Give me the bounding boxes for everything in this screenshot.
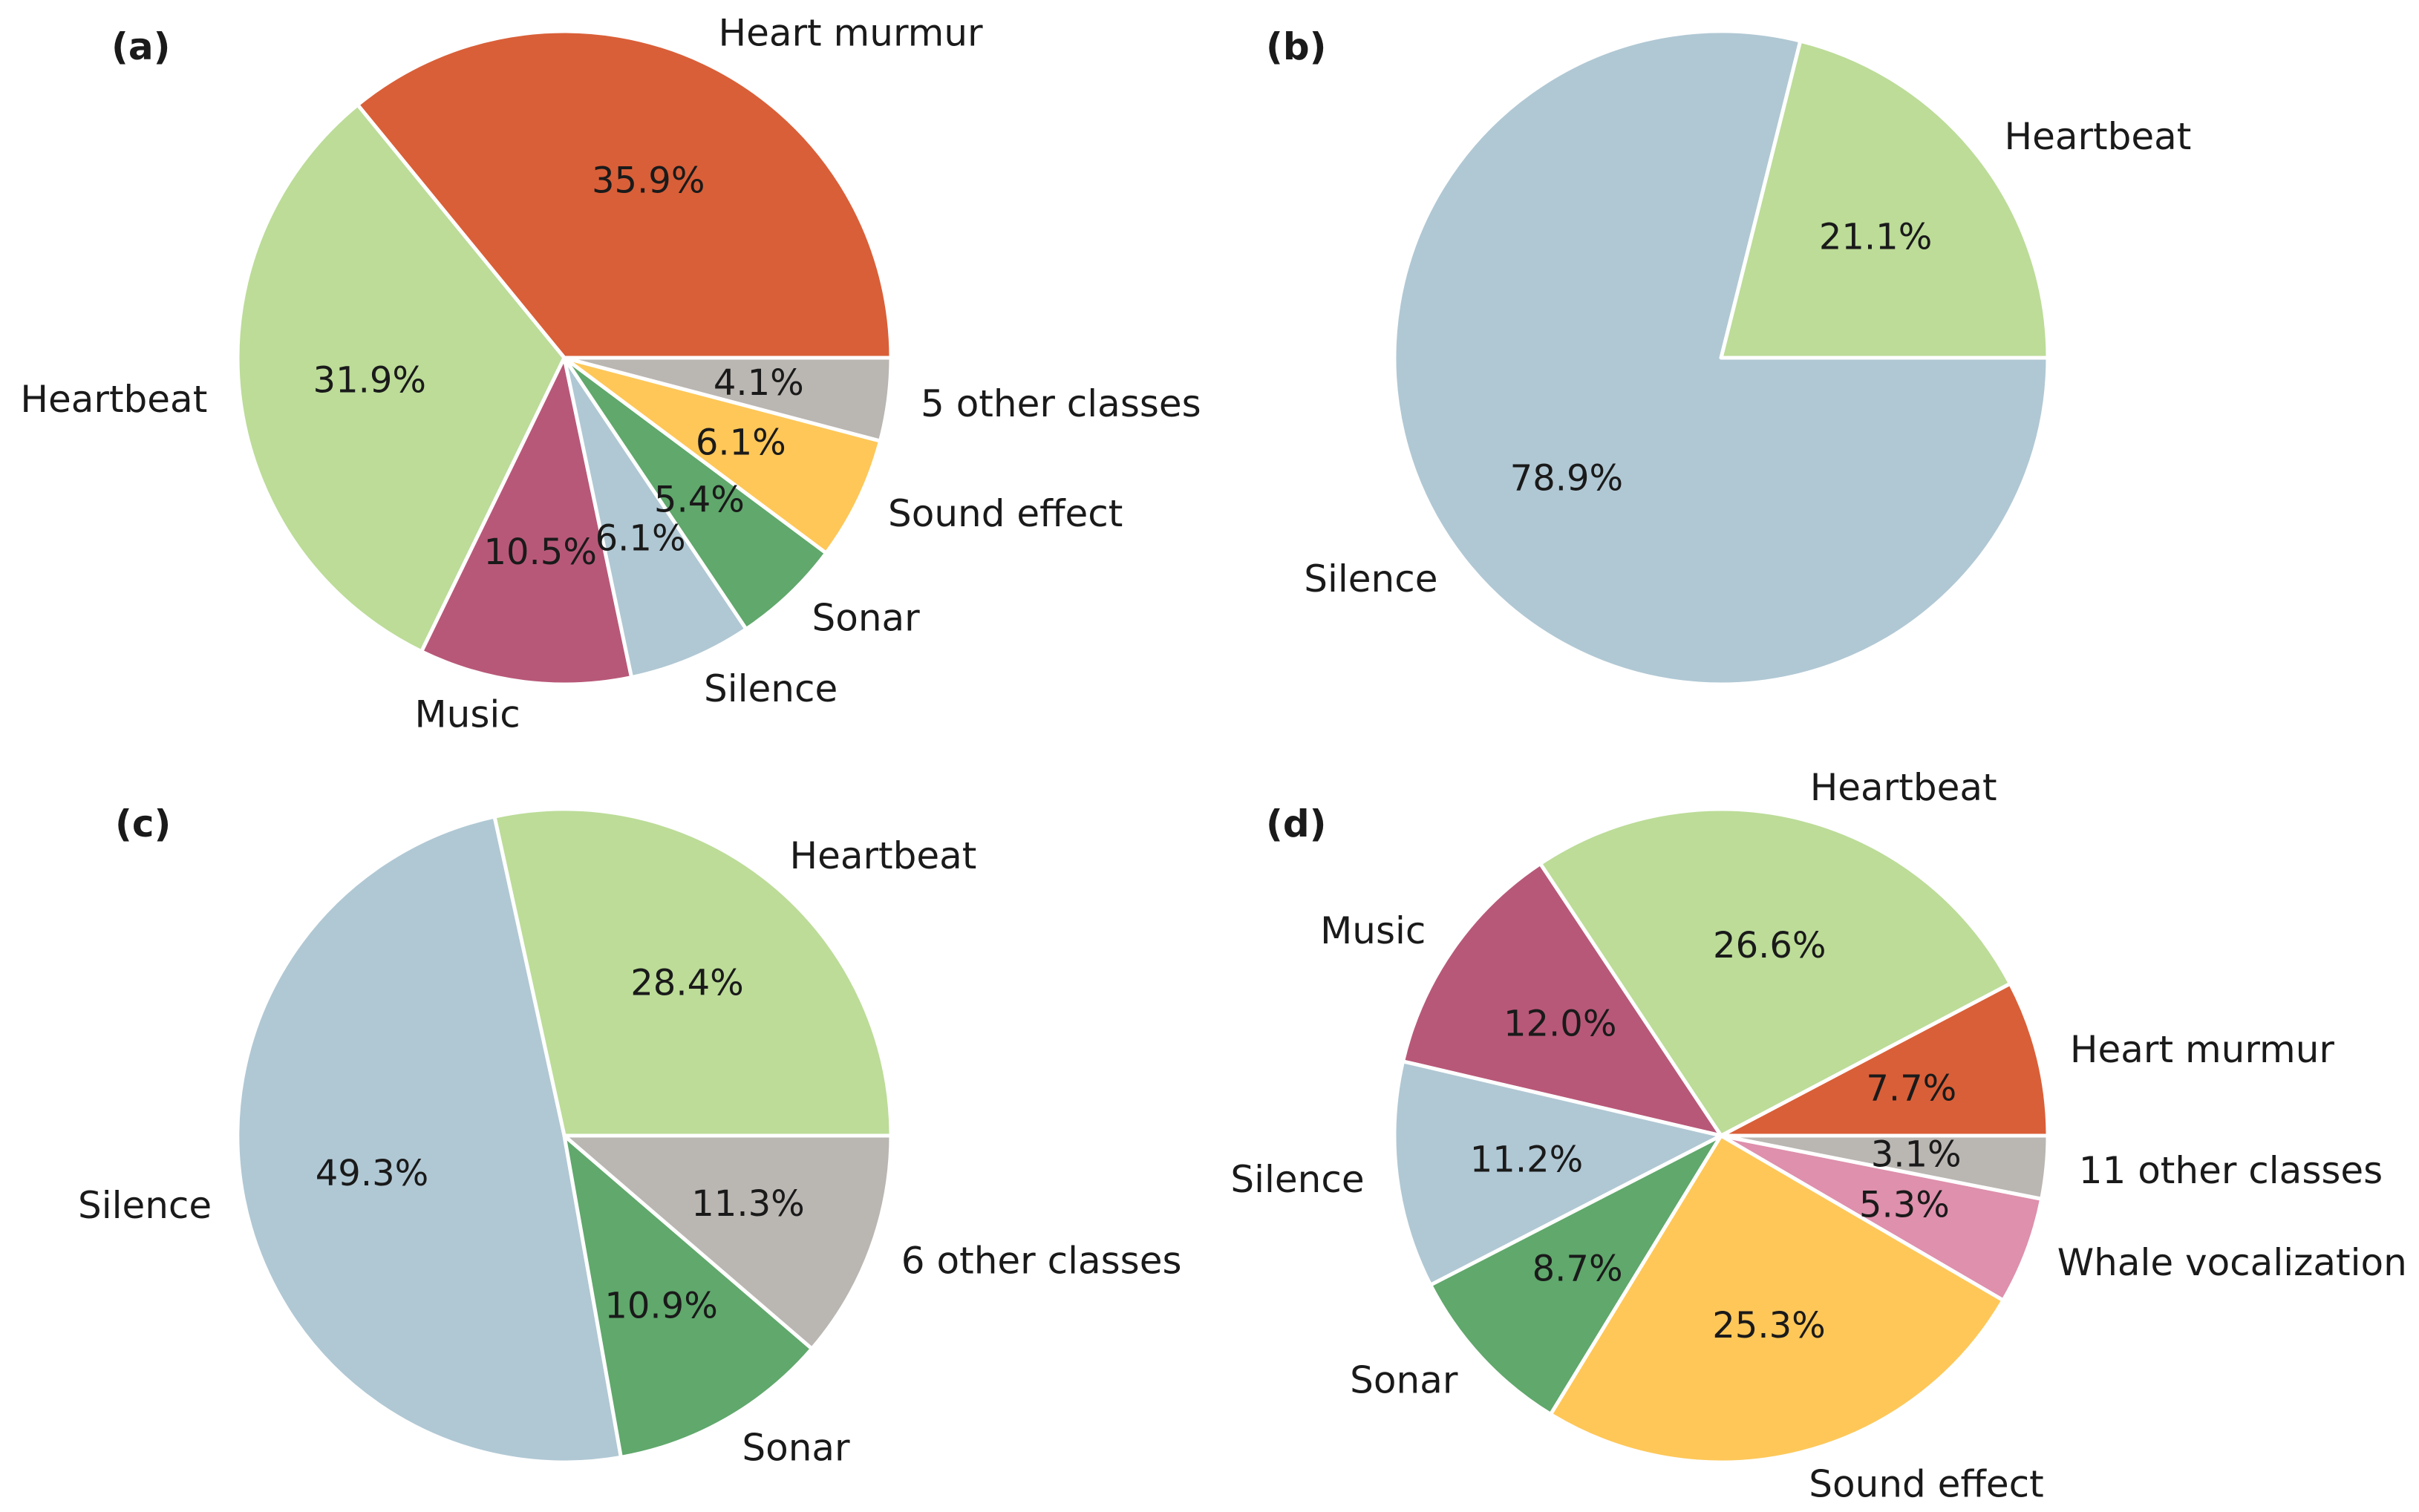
slice-label-silence: Silence <box>1230 1158 1364 1201</box>
pct-label-heartbeat: 31.9% <box>313 360 426 402</box>
pie-slice-5-other-classes <box>562 356 893 443</box>
pie-slice-heartbeat <box>235 102 567 654</box>
pct-label-silence: 78.9% <box>1510 458 1623 500</box>
pie-slice-heart-murmur <box>1719 981 2050 1138</box>
panel-label-d: (d) <box>1266 802 1327 845</box>
pct-label-heartbeat: 28.4% <box>630 962 743 1004</box>
panel-label-b: (b) <box>1266 25 1327 68</box>
pie-slice-silence <box>562 356 748 680</box>
pie-panel-c: 28.4% Heartbeat 49.3% Silence 10.9% Sonar 11.3… <box>78 807 1182 1470</box>
pie-slice-silence <box>235 814 623 1464</box>
slice-label-heartbeat: Heartbeat <box>1810 766 1997 809</box>
pct-label-heartbeat: 21.1% <box>1819 217 1932 258</box>
pie-panel-a: 35.9% Heart murmur 31.9% Heartbeat 10.5% Musi… <box>20 12 1201 736</box>
pie-slice-silence <box>1392 1059 1723 1287</box>
slice-label-sound-effect: Sound effect <box>1809 1462 2043 1505</box>
pct-label-5-other-classes: 4.1% <box>714 362 804 404</box>
slice-label-11-other-classes: 11 other classes <box>2079 1149 2383 1192</box>
pie-panel-d: 7.7% Heart murmur 26.6% Heartbeat 12.0% Music… <box>1230 766 2406 1505</box>
pct-label-sonar: 8.7% <box>1532 1248 1623 1290</box>
slice-label-6-other-classes: 6 other classes <box>901 1239 1182 1282</box>
panel-label-a: (a) <box>111 25 170 68</box>
pct-label-heartbeat: 26.6% <box>1713 925 1826 966</box>
pie-panel-b: 21.1% Heartbeat 78.9% Silence <box>1304 29 2192 687</box>
pie-slice-music <box>420 356 634 687</box>
pie-slice-6-other-classes <box>562 1133 893 1351</box>
pct-label-sonar: 10.9% <box>604 1286 717 1327</box>
pie-slice-11-other-classes <box>1719 1133 2050 1201</box>
slice-label-heartbeat: Heartbeat <box>2005 115 2192 158</box>
pct-label-sound-effect: 6.1% <box>696 422 786 464</box>
pie-slice-sonar <box>562 1133 814 1459</box>
slice-label-silence: Silence <box>78 1184 212 1227</box>
pct-label-silence: 49.3% <box>316 1153 428 1194</box>
slice-label-heart-murmur: Heart murmur <box>2070 1028 2335 1071</box>
slice-label-heartbeat: Heartbeat <box>790 834 977 877</box>
pie-slice-whale-vocalization <box>1719 1133 2044 1303</box>
pct-label-11-other-classes: 3.1% <box>1871 1134 1962 1176</box>
pie-slice-sonar <box>562 356 829 631</box>
pie-slice-heartbeat <box>492 807 893 1138</box>
pct-label-heart-murmur: 7.7% <box>1866 1068 1956 1110</box>
pct-label-heart-murmur: 35.9% <box>592 160 705 202</box>
pct-label-6-other-classes: 11.3% <box>691 1183 804 1225</box>
pct-label-silence: 6.1% <box>595 517 686 559</box>
slice-label-sonar: Sonar <box>1350 1358 1458 1401</box>
pie-slice-heartbeat <box>1719 39 2050 360</box>
slice-label-silence: Silence <box>1304 557 1437 600</box>
slice-label-music: Music <box>1320 909 1426 952</box>
slice-label-sound-effect: Sound effect <box>888 492 1123 535</box>
slice-label-music: Music <box>415 693 520 736</box>
pie-slice-heartbeat <box>1538 807 2012 1138</box>
slice-label-heartbeat: Heartbeat <box>20 378 207 421</box>
slice-label-5-other-classes: 5 other classes <box>921 382 1201 425</box>
slice-label-whale-vocalization: Whale vocalization <box>2057 1241 2407 1284</box>
slice-label-sonar: Sonar <box>812 597 921 640</box>
slice-label-sonar: Sonar <box>742 1427 850 1470</box>
pct-label-music: 12.0% <box>1504 1003 1616 1044</box>
pie-slice-sound-effect <box>1548 1133 2005 1464</box>
pie-slice-heart-murmur <box>356 29 893 360</box>
pct-label-music: 10.5% <box>483 531 596 573</box>
pct-label-sonar: 5.4% <box>654 479 745 520</box>
pie-slice-music <box>1401 862 1723 1138</box>
panel-label-c: (c) <box>115 802 171 845</box>
pct-label-whale-vocalization: 5.3% <box>1859 1184 1950 1225</box>
pct-label-sound-effect: 25.3% <box>1712 1305 1825 1346</box>
pie-slice-sonar <box>1429 1133 1723 1416</box>
pie-slice-silence <box>1392 29 2050 687</box>
slice-label-heart-murmur: Heart murmur <box>719 12 984 55</box>
slice-label-silence: Silence <box>704 667 838 710</box>
pct-label-silence: 11.2% <box>1470 1139 1583 1180</box>
pie-slice-sound-effect <box>562 356 882 555</box>
